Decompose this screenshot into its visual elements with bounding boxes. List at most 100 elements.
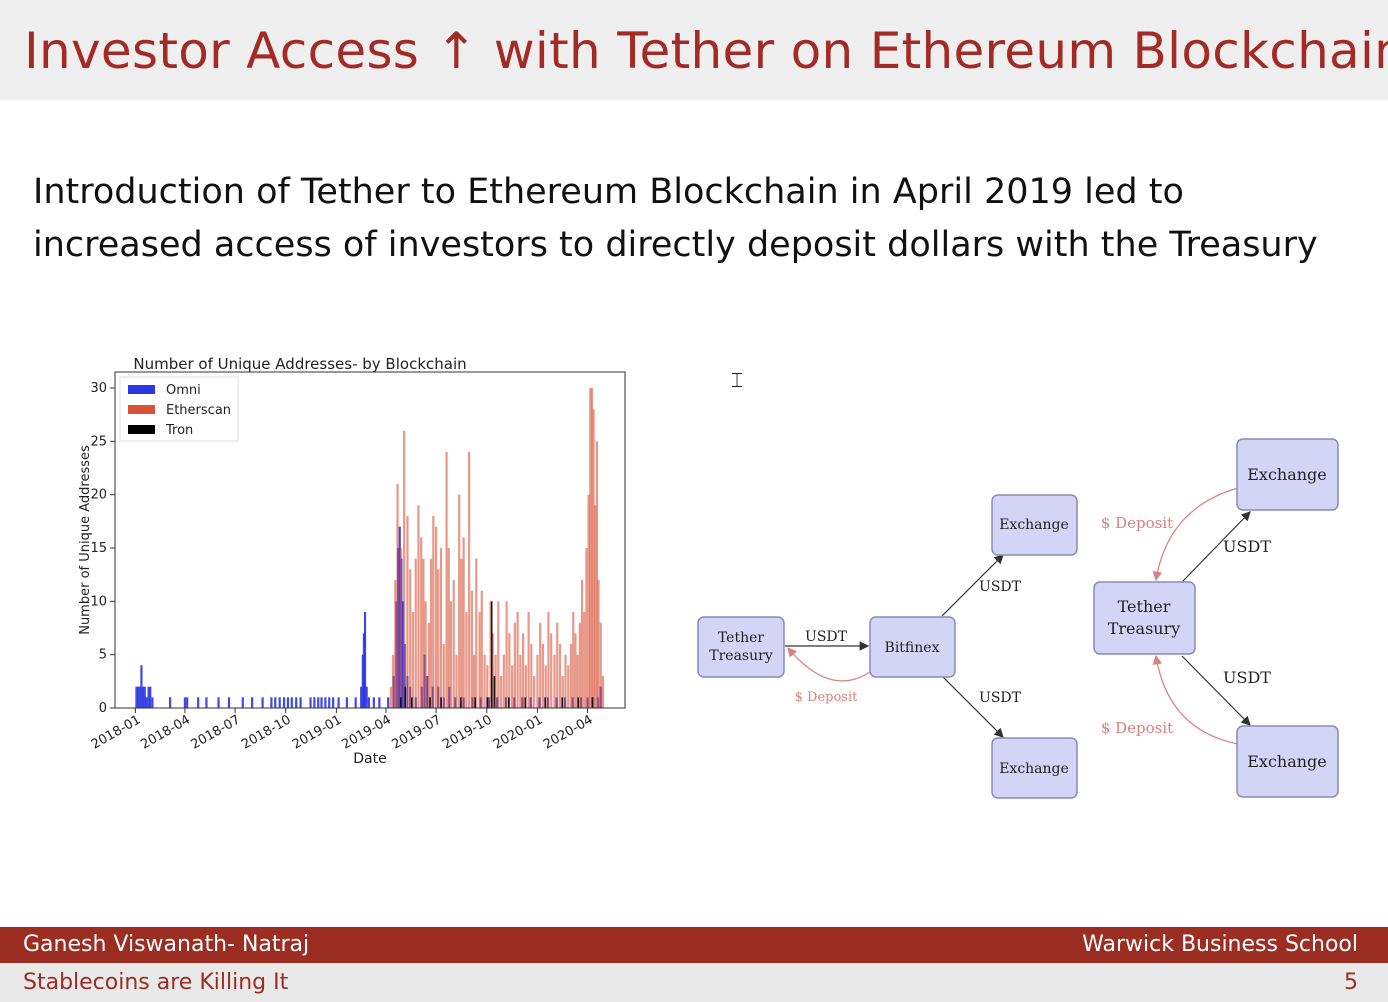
footer-institution: Warwick Business School (1082, 932, 1358, 957)
bitfinex-node (869, 616, 956, 678)
page-number: 5 (1344, 970, 1358, 995)
bar-etherscan (505, 601, 508, 708)
bar-omni (168, 697, 172, 708)
bar-etherscan (480, 590, 483, 708)
deposit-label-left: $ Deposit (795, 690, 858, 705)
bar-etherscan (411, 612, 415, 708)
bar-etherscan (587, 494, 590, 708)
bar-etherscan (414, 558, 417, 708)
bar-etherscan (508, 633, 511, 708)
usdt-label-right-top: USDT (1223, 537, 1271, 556)
y-tick-label: 15 (90, 541, 107, 556)
bar-omni (138, 686, 141, 708)
bar-omni (387, 697, 390, 708)
exchange-bottom-label: Exchange (999, 761, 1069, 777)
intro-line-2: increased access of investors to directl… (33, 225, 1318, 265)
x-tick-label: 2019-04 (339, 712, 394, 752)
tether-treasury-label-1: Tether (718, 630, 764, 646)
bar-omni (140, 665, 143, 708)
bar-tron (400, 697, 402, 708)
bar-omni (345, 697, 348, 708)
bar-omni (151, 697, 154, 708)
bar-etherscan (449, 601, 453, 708)
bar-etherscan (574, 633, 577, 708)
bar-etherscan (417, 505, 420, 708)
bar-omni (360, 686, 363, 708)
intro-text: Introduction of Tether to Ethereum Block… (33, 166, 1363, 272)
bar-omni (147, 686, 150, 708)
footer-subbar: Stablecoins are Killing It 5 (0, 963, 1388, 1002)
usdt-label-right-bottom: USDT (1223, 668, 1271, 687)
exchange-bottom-right-label: Exchange (1247, 752, 1327, 771)
bitfinex-label: Bitfinex (885, 640, 940, 656)
bar-etherscan (550, 633, 553, 708)
bar-omni (337, 697, 340, 708)
bar-etherscan (589, 388, 592, 708)
bar-etherscan (462, 537, 465, 708)
bar-etherscan (594, 505, 597, 708)
bar-omni (251, 697, 254, 708)
bar-omni (324, 697, 327, 708)
bar-omni (137, 686, 140, 708)
bar-etherscan (483, 654, 486, 708)
bar-etherscan (489, 601, 492, 708)
bar-etherscan (430, 558, 433, 708)
bar-etherscan (445, 452, 448, 708)
exchange-bottom-node (991, 737, 1078, 799)
tether-treasury-node-right (1093, 581, 1196, 655)
bar-omni (270, 697, 273, 708)
bar-etherscan (447, 548, 450, 708)
bar-omni (217, 697, 220, 708)
bar-tron (544, 697, 546, 708)
bar-etherscan (601, 676, 605, 708)
deposit-label-right-top: $ Deposit (1101, 514, 1173, 532)
bar-etherscan (590, 388, 594, 708)
bar-omni (332, 697, 335, 708)
slide-title: Investor Access ↑ with Tether on Ethereu… (24, 22, 1388, 80)
edge-deposit-bottom-right (1152, 654, 1239, 745)
bar-omni (328, 697, 331, 708)
bar-etherscan (458, 494, 461, 708)
bar-etherscan (595, 441, 599, 708)
bar-omni (496, 697, 499, 708)
bar-etherscan (569, 644, 573, 708)
bar-tron (440, 697, 442, 708)
title-bar: Investor Access ↑ with Tether on Ethereu… (0, 0, 1388, 100)
bar-etherscan (432, 516, 435, 708)
bar-omni (299, 697, 302, 708)
exchange-top-label: Exchange (999, 517, 1069, 533)
bar-etherscan (439, 548, 443, 708)
bar-omni (286, 697, 290, 708)
exchange-bottom-right-node (1236, 725, 1339, 798)
edge-bitfinex-to-exchange-bottom (941, 675, 1004, 738)
bar-etherscan (497, 601, 500, 708)
edge-deposit-to-treasury (787, 647, 871, 682)
bar-etherscan (580, 580, 584, 708)
legend-label-tron: Tron (165, 423, 193, 438)
bar-tron (411, 697, 413, 708)
bar-omni (278, 697, 281, 708)
bar-etherscan (597, 580, 600, 708)
tether-treasury-right-label-2: Treasury (1108, 619, 1181, 638)
bar-etherscan (567, 665, 570, 708)
bar-etherscan (578, 622, 581, 708)
edge-bitfinex-to-exchange-top (941, 554, 1004, 617)
bar-etherscan (452, 580, 455, 708)
bar-etherscan (572, 612, 575, 708)
plot-frame (114, 371, 626, 709)
y-axis-label: Number of Unique Addresses (78, 445, 93, 635)
legend-swatch-etherscan (128, 405, 155, 414)
bar-omni (290, 697, 293, 708)
legend-label-omni: Omni (166, 383, 201, 398)
bar-etherscan (396, 484, 399, 708)
bar-tron (591, 697, 594, 708)
bar-omni (143, 686, 146, 708)
bar-tron (404, 686, 407, 708)
chart-bars (135, 388, 605, 708)
bar-etherscan (561, 676, 564, 708)
x-tick-label: 2018-07 (189, 712, 244, 752)
bar-tron (524, 697, 527, 708)
bar-omni (149, 686, 152, 708)
x-axis: 2018-012018-042018-072018-102019-012019-… (89, 708, 596, 753)
bar-tron (577, 697, 579, 708)
